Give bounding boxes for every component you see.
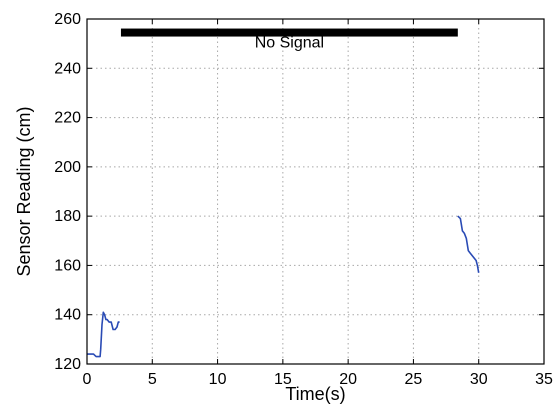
series-line-segment <box>87 311 120 358</box>
y-axis-title: Sensor Reading (cm) <box>14 106 34 276</box>
x-tick-label: 25 <box>405 371 423 388</box>
grid-layer <box>87 19 544 364</box>
x-tick-label: 0 <box>83 371 92 388</box>
axes-frame <box>86 18 545 365</box>
y-tick-label: 260 <box>54 11 81 28</box>
y-tick-label: 240 <box>54 60 81 77</box>
x-tick-label: 15 <box>274 371 292 388</box>
data-layer <box>87 215 480 358</box>
no-signal-label: No Signal <box>255 34 324 51</box>
x-tick-label: 5 <box>148 371 157 388</box>
x-tick-label: 30 <box>470 371 488 388</box>
x-tick-label: 35 <box>535 371 553 388</box>
y-tick-label: 180 <box>54 208 81 225</box>
annotation-layer: No Signal <box>120 28 458 51</box>
x-axis-title: Time(s) <box>285 384 345 404</box>
y-tick-label: 120 <box>54 356 81 373</box>
y-tick-label: 160 <box>54 257 81 274</box>
y-tick-label: 140 <box>54 307 81 324</box>
series-line-segment <box>457 215 480 273</box>
x-tick-label: 20 <box>339 371 357 388</box>
tick-layer: 0 5 10 15 20 25 30 35 120 140 160 180 200 220 240 260 <box>54 11 553 388</box>
y-tick-label: 200 <box>54 159 81 176</box>
no-signal-bar <box>120 28 458 37</box>
x-tick-label: 10 <box>209 371 227 388</box>
y-tick-label: 220 <box>54 110 81 127</box>
